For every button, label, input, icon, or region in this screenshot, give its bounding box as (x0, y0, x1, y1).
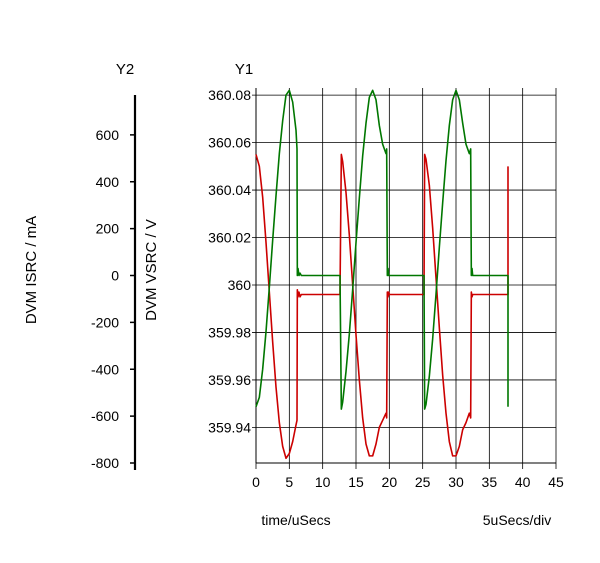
x-tick-label-2: 10 (315, 474, 331, 490)
x-tick-label-9: 45 (548, 474, 564, 490)
y1-tick-label-0: 360.08 (208, 87, 251, 103)
x-tick-label-0: 0 (252, 474, 260, 490)
y2-tick-label-0: 600 (96, 127, 120, 143)
y2-tick-label-6: -600 (91, 408, 119, 424)
y1-tick-label-3: 360.02 (208, 230, 251, 246)
x-tick-label-6: 30 (448, 474, 464, 490)
y2-tick-label-5: -400 (91, 361, 119, 377)
y2-tick-label-3: 0 (111, 268, 119, 284)
series-line-1 (255, 89, 509, 410)
y2-tick-label-1: 400 (96, 174, 120, 190)
y2-tick-label-2: 200 (96, 221, 120, 237)
x-tick-label-3: 15 (348, 474, 364, 490)
y1-tick-label-1: 360.06 (208, 135, 251, 151)
y2-tick-label-4: -200 (91, 314, 119, 330)
y1-tick-label-7: 359.94 (208, 419, 251, 435)
y2-axis-label: DVM ISRC / mA (23, 216, 40, 324)
x-tick-label-5: 25 (415, 474, 431, 490)
series-line-0 (255, 153, 509, 460)
y1-axis-label: DVM VSRC / V (143, 219, 160, 321)
x-tick-label-8: 40 (515, 474, 531, 490)
y1-tick-label-2: 360.04 (208, 182, 251, 198)
x-scale-note: 5uSecs/div (483, 512, 551, 528)
x-axis-label: time/uSecs (261, 512, 330, 528)
x-tick-label-1: 5 (285, 474, 293, 490)
y2-axis-header: Y2 (116, 61, 134, 78)
y1-axis-header: Y1 (235, 61, 253, 78)
y1-tick-label-6: 359.96 (208, 372, 251, 388)
y2-tick-label-7: -800 (91, 455, 119, 471)
x-tick-label-4: 20 (382, 474, 398, 490)
y1-tick-label-4: 360 (228, 277, 252, 293)
x-tick-label-7: 35 (482, 474, 498, 490)
y1-tick-label-5: 359.98 (208, 324, 251, 340)
